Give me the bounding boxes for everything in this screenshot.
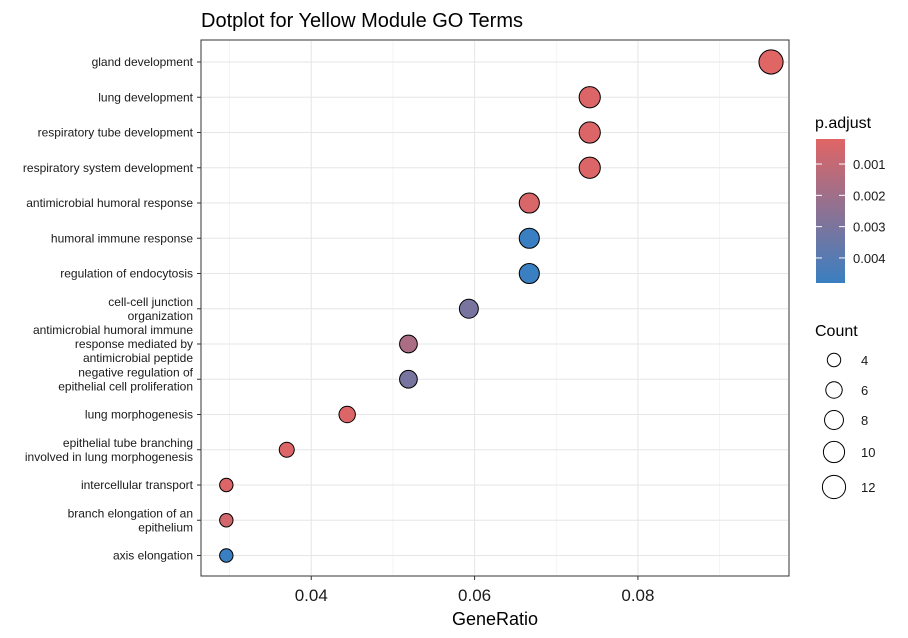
data-point (518, 192, 540, 214)
x-axis-tick-labels: 0.04 0.06 0.08 (295, 576, 654, 605)
padjust-legend: p.adjust 0.001 0.002 0.003 0.004 (815, 115, 886, 283)
colorbar-tick-label: 0.001 (853, 157, 886, 172)
count-legend-circle (822, 440, 846, 464)
data-point (399, 369, 418, 389)
grid-lines (202, 41, 788, 575)
colorbar-tick-label: 0.004 (853, 251, 886, 266)
data-point (278, 441, 295, 458)
y-tick-label: axis elongation (113, 549, 193, 563)
x-tick-label: 0.06 (458, 586, 491, 605)
x-axis-title: GeneRatio (452, 609, 538, 629)
padjust-colorbar-ticks: 0.001 0.002 0.003 0.004 (816, 157, 886, 266)
y-tick-label: respiratory system development (23, 161, 194, 175)
data-points (219, 49, 784, 563)
colorbar-tick-label: 0.002 (853, 188, 886, 203)
y-tick-label: cell-cell junction organization (108, 295, 193, 323)
count-legend-circle (821, 474, 847, 500)
count-legend-label: 4 (861, 353, 868, 368)
y-tick-label: regulation of endocytosis (60, 267, 193, 281)
y-tick-label: negative regulation of epithelial cell pr… (58, 365, 193, 393)
count-legend-label: 12 (861, 480, 875, 495)
y-tick-label: epithelial tube branching involved in lun… (25, 436, 193, 464)
data-point (758, 49, 784, 75)
count-legend-label: 8 (861, 413, 868, 428)
data-point (399, 334, 418, 354)
x-tick-label: 0.08 (621, 586, 654, 605)
count-legend-circle (824, 410, 844, 430)
data-point (338, 405, 356, 424)
data-point (219, 513, 234, 528)
y-axis-tick-labels: gland development lung development respira… (23, 55, 201, 563)
plot-panel (200, 39, 790, 577)
y-tick-label: antimicrobial humoral response (26, 196, 193, 210)
y-tick-label: respiratory tube development (38, 126, 194, 140)
y-tick-label: branch elongation of an epithelium (68, 506, 193, 534)
count-legend-label: 10 (861, 445, 875, 460)
padjust-colorbar (816, 139, 845, 283)
y-tick-label: lung morphogenesis (85, 408, 193, 422)
data-point (578, 121, 601, 144)
x-tick-label: 0.04 (295, 586, 328, 605)
colorbar-tick-label: 0.003 (853, 220, 886, 235)
count-legend-circle (826, 352, 842, 368)
data-point (578, 86, 601, 109)
y-tick-label: intercellular transport (81, 478, 194, 492)
data-point (578, 156, 601, 179)
y-tick-label: gland development (92, 55, 194, 69)
chart-title: Dotplot for Yellow Module GO Terms (201, 10, 523, 32)
count-legend: Count 4 6 8 10 12 (815, 323, 875, 500)
count-legend-title: Count (815, 323, 858, 340)
data-point (518, 227, 540, 249)
y-tick-label: lung development (98, 90, 193, 104)
data-point (518, 262, 540, 285)
data-point (219, 548, 234, 563)
padjust-legend-title: p.adjust (815, 115, 872, 132)
count-legend-label: 6 (861, 383, 868, 398)
y-tick-label: humoral immune response (51, 231, 193, 245)
data-point (219, 477, 234, 493)
data-point (458, 298, 479, 319)
count-legend-keys: 4 6 8 10 12 (821, 352, 875, 500)
count-legend-circle (825, 381, 843, 399)
y-tick-label: antimicrobial humoral immune response med… (33, 323, 193, 365)
